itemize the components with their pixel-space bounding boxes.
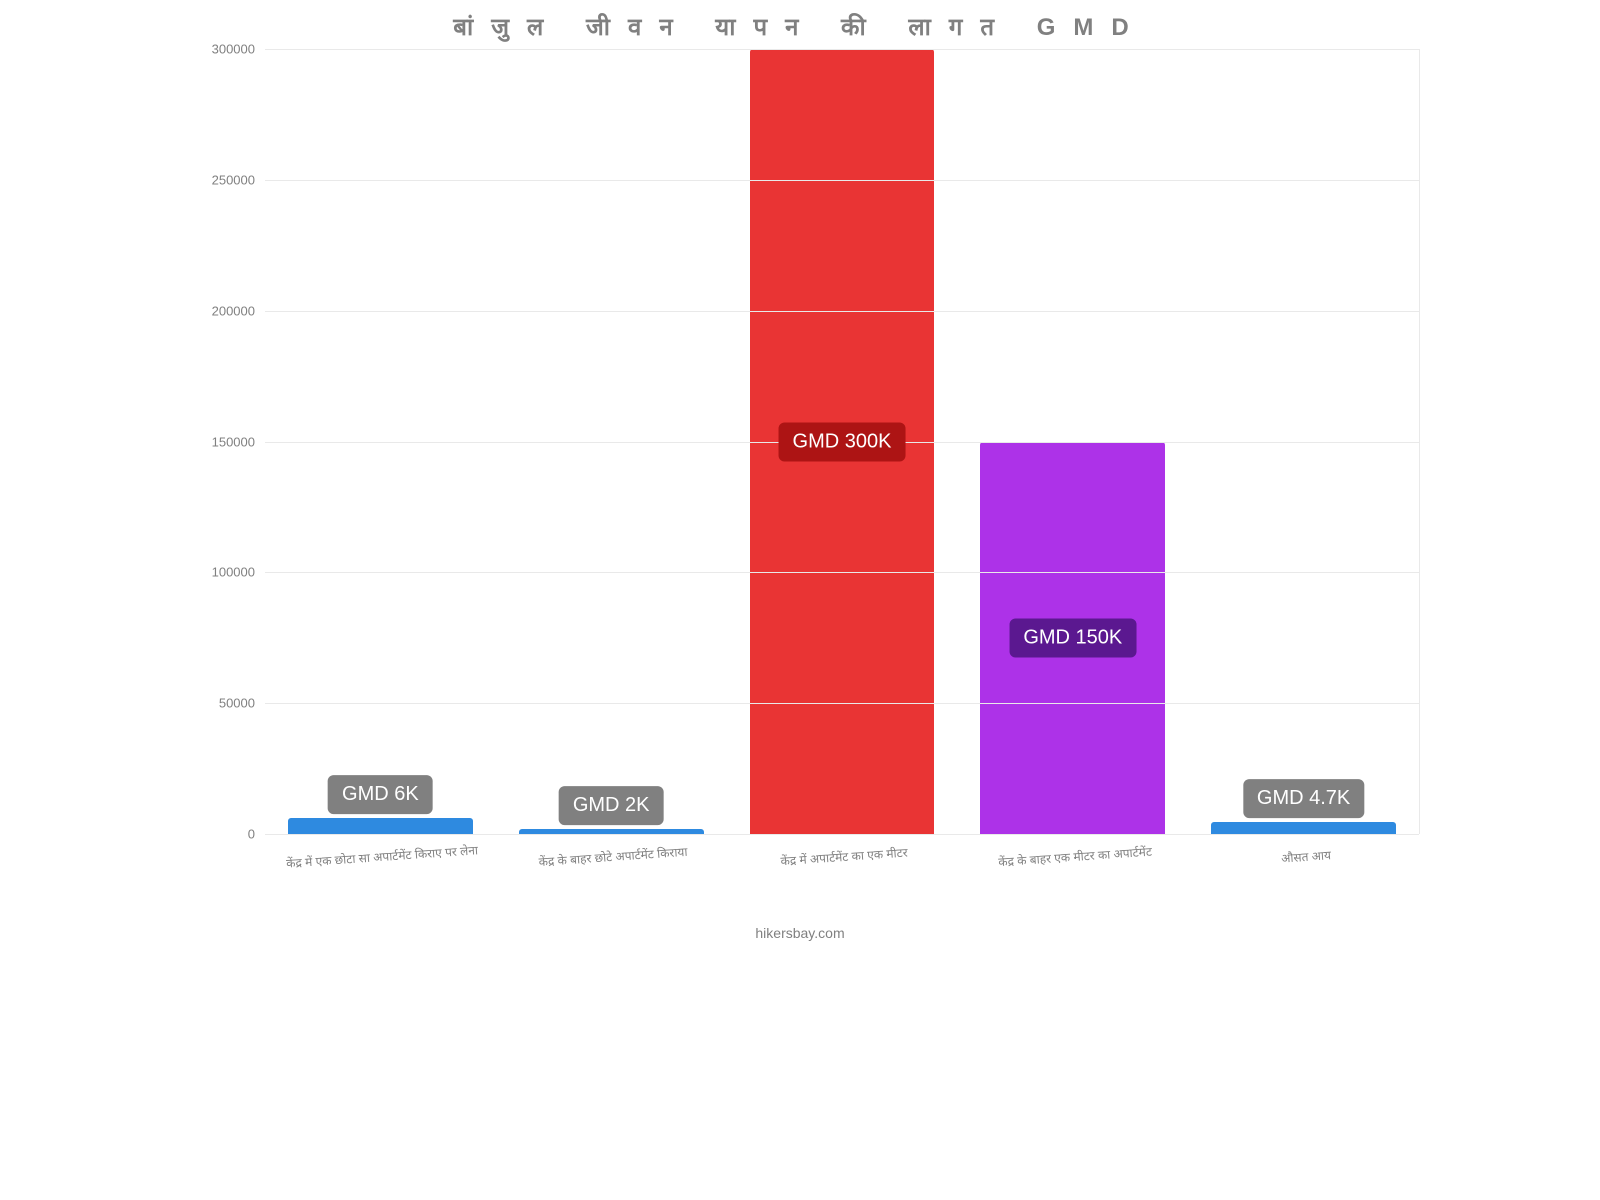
y-tick-label: 300000 xyxy=(212,42,255,57)
gridline xyxy=(265,572,1419,573)
value-badge: GMD 4.7K xyxy=(1243,779,1364,818)
y-tick-label: 200000 xyxy=(212,303,255,318)
chart-title: बांजुल जीवन यापन की लागत GMD xyxy=(180,10,1420,43)
y-axis: 050000100000150000200000250000300000 xyxy=(180,49,265,834)
y-tick-label: 50000 xyxy=(219,696,255,711)
y-tick-label: 150000 xyxy=(212,434,255,449)
source-label: hikersbay.com xyxy=(180,925,1420,941)
bar: GMD 150K xyxy=(980,442,1165,835)
gridline xyxy=(265,311,1419,312)
y-tick-label: 250000 xyxy=(212,172,255,187)
x-axis: केंद्र में एक छोटा सा अपार्टमेंट किराए प… xyxy=(265,834,1420,865)
value-badge: GMD 6K xyxy=(328,775,433,814)
y-tick-label: 0 xyxy=(248,827,255,842)
chart-container: बांजुल जीवन यापन की लागत GMD 0 50000 10000… xyxy=(160,0,1440,981)
y-tick-label: 100000 xyxy=(212,565,255,580)
plot-area: 050000100000150000200000250000300000 GMD… xyxy=(180,49,1420,834)
gridline xyxy=(265,49,1419,50)
plot: GMD 6K GMD 2K GMD 300K GMD 150K GMD 4.7K xyxy=(265,49,1419,834)
value-badge: GMD 2K xyxy=(559,786,664,825)
value-badge: GMD 150K xyxy=(1009,618,1136,657)
gridline xyxy=(265,703,1419,704)
value-badge: GMD 300K xyxy=(779,422,906,461)
gridline xyxy=(265,180,1419,181)
